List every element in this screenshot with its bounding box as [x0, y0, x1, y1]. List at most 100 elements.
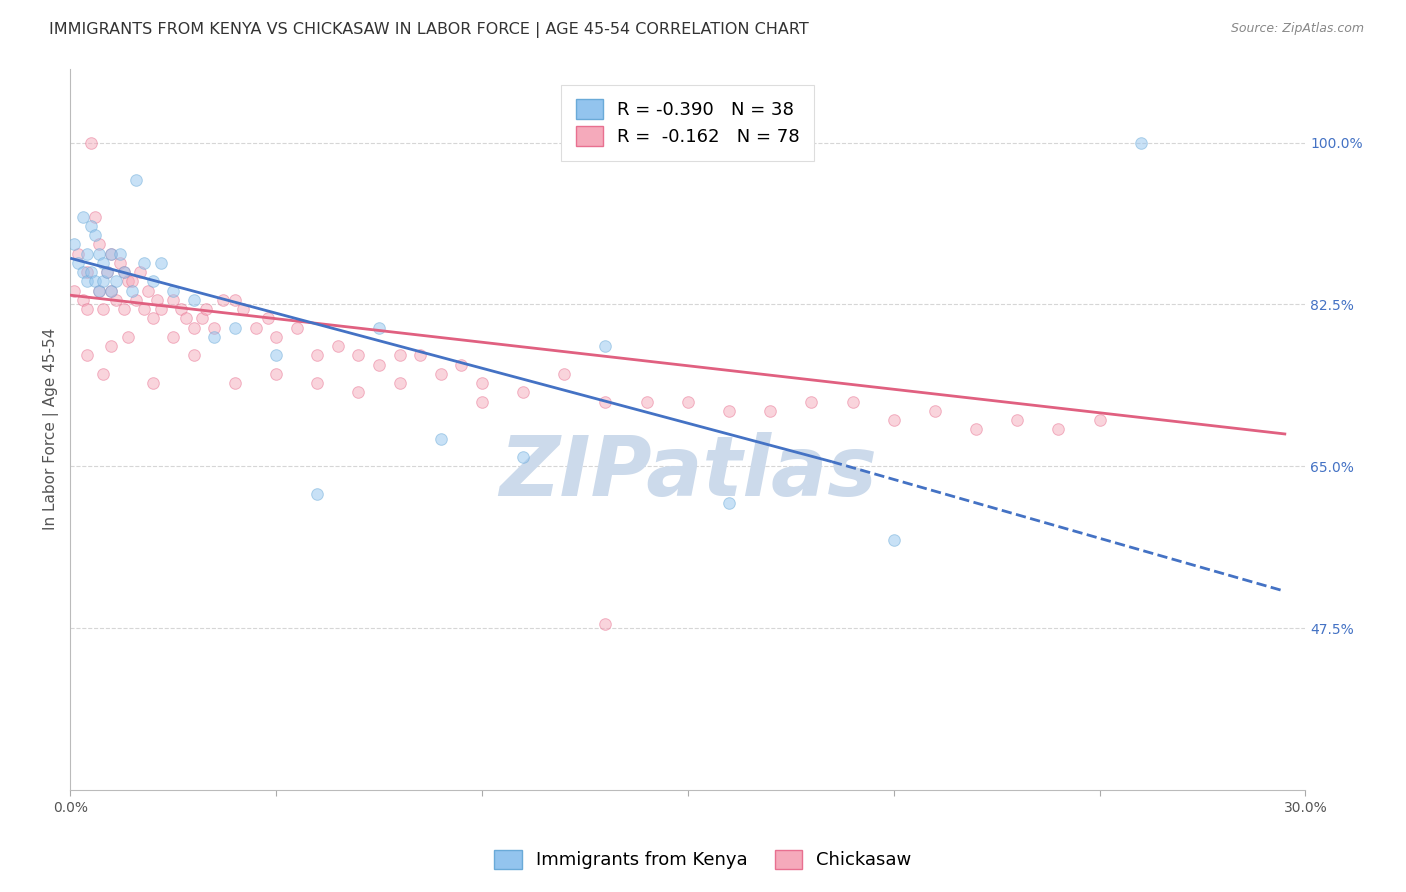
Point: [100, 246, 122, 260]
Point: [1047, 422, 1070, 436]
Point: [636, 394, 658, 409]
Point: [471, 394, 494, 409]
Point: [149, 256, 172, 270]
Point: [429, 432, 451, 446]
Point: [409, 348, 432, 362]
Point: [676, 394, 699, 409]
Point: [264, 367, 287, 381]
Point: [883, 413, 905, 427]
Point: [117, 274, 139, 288]
Point: [87, 284, 110, 298]
Point: [91, 367, 114, 381]
Point: [1088, 413, 1111, 427]
Point: [142, 376, 165, 390]
Point: [142, 311, 165, 326]
Point: [307, 487, 329, 501]
Point: [841, 394, 863, 409]
Point: [264, 348, 287, 362]
Point: [347, 348, 370, 362]
Point: [285, 320, 308, 334]
Point: [368, 358, 391, 372]
Point: [326, 339, 349, 353]
Point: [104, 274, 127, 288]
Point: [183, 320, 205, 334]
Point: [388, 376, 411, 390]
Point: [80, 265, 103, 279]
Point: [72, 210, 94, 224]
Point: [965, 422, 987, 436]
Legend: R = -0.390   N = 38, R =  -0.162   N = 78: R = -0.390 N = 38, R = -0.162 N = 78: [561, 85, 814, 161]
Point: [595, 339, 617, 353]
Point: [84, 210, 107, 224]
Point: [717, 496, 740, 510]
Point: [76, 301, 98, 316]
Point: [388, 348, 411, 362]
Point: [100, 284, 122, 298]
Point: [162, 284, 184, 298]
Point: [883, 533, 905, 548]
Point: [100, 246, 122, 260]
Point: [232, 301, 254, 316]
Point: [91, 301, 114, 316]
Point: [471, 376, 494, 390]
Point: [80, 136, 103, 150]
Point: [134, 256, 156, 270]
Point: [429, 367, 451, 381]
Point: [117, 330, 139, 344]
Point: [91, 274, 114, 288]
Point: [112, 265, 135, 279]
Point: [104, 293, 127, 307]
Text: IMMIGRANTS FROM KENYA VS CHICKASAW IN LABOR FORCE | AGE 45-54 CORRELATION CHART: IMMIGRANTS FROM KENYA VS CHICKASAW IN LA…: [49, 22, 808, 38]
Point: [134, 301, 156, 316]
Point: [63, 284, 86, 298]
Point: [76, 265, 98, 279]
Point: [84, 274, 107, 288]
Point: [759, 404, 782, 418]
Point: [72, 265, 94, 279]
Point: [121, 274, 143, 288]
Point: [257, 311, 280, 326]
Point: [245, 320, 267, 334]
Point: [76, 348, 98, 362]
Point: [553, 367, 575, 381]
Point: [72, 293, 94, 307]
Point: [211, 293, 233, 307]
Point: [307, 376, 329, 390]
Point: [87, 246, 110, 260]
Point: [96, 265, 118, 279]
Point: [183, 293, 205, 307]
Point: [121, 284, 143, 298]
Point: [224, 320, 246, 334]
Point: [512, 450, 534, 464]
Point: [76, 274, 98, 288]
Point: [800, 394, 823, 409]
Point: [76, 246, 98, 260]
Point: [224, 293, 246, 307]
Point: [100, 284, 122, 298]
Point: [595, 394, 617, 409]
Point: [450, 358, 472, 372]
Point: [100, 339, 122, 353]
Point: [162, 293, 184, 307]
Point: [512, 385, 534, 400]
Text: ZIPatlas: ZIPatlas: [499, 432, 877, 513]
Point: [174, 311, 197, 326]
Point: [202, 320, 225, 334]
Point: [67, 246, 90, 260]
Point: [108, 256, 131, 270]
Point: [87, 237, 110, 252]
Point: [145, 293, 167, 307]
Point: [108, 246, 131, 260]
Legend: Immigrants from Kenya, Chickasaw: Immigrants from Kenya, Chickasaw: [485, 840, 921, 879]
Point: [80, 219, 103, 233]
Point: [595, 616, 617, 631]
Point: [307, 348, 329, 362]
Point: [138, 284, 160, 298]
Point: [125, 293, 148, 307]
Point: [129, 265, 152, 279]
Point: [264, 330, 287, 344]
Y-axis label: In Labor Force | Age 45-54: In Labor Force | Age 45-54: [44, 328, 59, 531]
Point: [170, 301, 193, 316]
Point: [125, 172, 148, 186]
Point: [183, 348, 205, 362]
